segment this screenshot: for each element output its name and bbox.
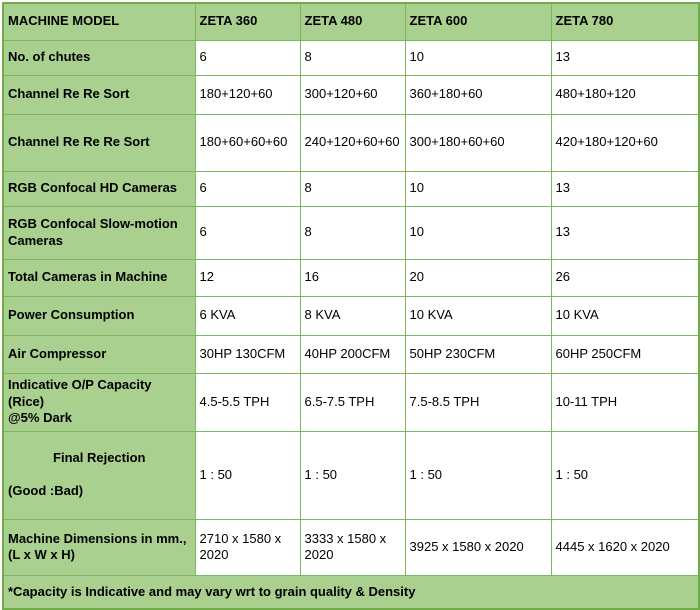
row-label-air-compressor: Air Compressor [2,334,196,374]
table-row-rgb-hd-cameras: RGB Confocal HD Cameras 6 8 10 13 [2,170,700,207]
cell-value: 360+180+60 [404,74,552,115]
cell-value: 10 [404,205,552,260]
cell-value: 480+180+120 [550,74,700,115]
row-label-power-consumption: Power Consumption [2,295,196,336]
cell-value: 8 [299,205,406,260]
col-header-zeta-600: ZETA 600 [404,2,552,41]
cell-value: 13 [550,205,700,260]
cell-value: 8 KVA [299,295,406,336]
cell-value: 6 [194,170,301,207]
cell-value: 60HP 250CFM [550,334,700,374]
row-label-channel-rere-sort: Channel Re Re Sort [2,74,196,115]
row-label-chutes: No. of chutes [2,39,196,76]
table-row-channel-rere-sort: Channel Re Re Sort 180+120+60 300+120+60… [2,74,700,115]
row-label-rgb-hd-cameras: RGB Confocal HD Cameras [2,170,196,207]
col-header-zeta-480: ZETA 480 [299,2,406,41]
cell-value: 50HP 230CFM [404,334,552,374]
cell-value: 3925 x 1580 x 2020 [404,518,552,576]
col-header-zeta-780: ZETA 780 [550,2,700,41]
row-label-indicative-capacity: Indicative O/P Capacity (Rice) @5% Dark [2,372,196,432]
cell-value: 12 [194,258,301,297]
cell-value: 6 [194,205,301,260]
final-rejection-line2: (Good :Bad) [8,483,84,499]
cell-value: 240+120+60+60 [299,113,406,172]
cell-value: 10 KVA [550,295,700,336]
row-label-total-cameras: Total Cameras in Machine [2,258,196,297]
cell-value: 180+120+60 [194,74,301,115]
cell-value: 26 [550,258,700,297]
col-header-machine-model: MACHINE MODEL [2,2,196,41]
cell-value: 300+120+60 [299,74,406,115]
cell-value: 7.5-8.5 TPH [404,372,552,432]
cell-value: 4.5-5.5 TPH [194,372,301,432]
cell-value: 1 : 50 [404,430,552,520]
cell-value: 2710 x 1580 x 2020 [194,518,301,576]
cell-value: 6 [194,39,301,76]
table-row-power-consumption: Power Consumption 6 KVA 8 KVA 10 KVA 10 … [2,295,700,336]
row-label-channel-rerere-sort: Channel Re Re Re Sort [2,113,196,172]
cell-value: 30HP 130CFM [194,334,301,374]
cell-value: 8 [299,170,406,207]
cell-value: 1 : 50 [194,430,301,520]
cell-value: 13 [550,39,700,76]
table-row-machine-dimensions: Machine Dimensions in mm., (L x W x H) 2… [2,518,700,576]
cell-value: 40HP 200CFM [299,334,406,374]
row-label-final-rejection: Final Rejection (Good :Bad) [2,430,196,520]
cell-value: 8 [299,39,406,76]
cell-value: 300+180+60+60 [404,113,552,172]
cell-value: 16 [299,258,406,297]
cell-value: 10-11 TPH [550,372,700,432]
table-row-final-rejection: Final Rejection (Good :Bad) 1 : 50 1 : 5… [2,430,700,520]
cell-value: 10 [404,39,552,76]
cell-value: 4445 x 1620 x 2020 [550,518,700,576]
cell-value: 10 KVA [404,295,552,336]
footnote: *Capacity is Indicative and may vary wrt… [2,574,700,610]
final-rejection-line1: Final Rejection [53,450,146,466]
cell-value: 3333 x 1580 x 2020 [299,518,406,576]
table-row-air-compressor: Air Compressor 30HP 130CFM 40HP 200CFM 5… [2,334,700,374]
footnote-row: *Capacity is Indicative and may vary wrt… [2,574,700,610]
table-row-total-cameras: Total Cameras in Machine 12 16 20 26 [2,258,700,297]
cell-value: 1 : 50 [550,430,700,520]
header-row: MACHINE MODEL ZETA 360 ZETA 480 ZETA 600… [2,2,700,41]
cell-value: 13 [550,170,700,207]
table-row-channel-rerere-sort: Channel Re Re Re Sort 180+60+60+60 240+1… [2,113,700,172]
cell-value: 420+180+120+60 [550,113,700,172]
table-row-chutes: No. of chutes 6 8 10 13 [2,39,700,76]
row-label-rgb-slowmotion-cameras: RGB Confocal Slow-motion Cameras [2,205,196,260]
cell-value: 180+60+60+60 [194,113,301,172]
cell-value: 10 [404,170,552,207]
cell-value: 20 [404,258,552,297]
table-row-rgb-slowmotion-cameras: RGB Confocal Slow-motion Cameras 6 8 10 … [2,205,700,260]
cell-value: 6.5-7.5 TPH [299,372,406,432]
cell-value: 1 : 50 [299,430,406,520]
cell-value: 6 KVA [194,295,301,336]
row-label-machine-dimensions: Machine Dimensions in mm., (L x W x H) [2,518,196,576]
col-header-zeta-360: ZETA 360 [194,2,301,41]
table-row-indicative-capacity: Indicative O/P Capacity (Rice) @5% Dark … [2,372,700,432]
